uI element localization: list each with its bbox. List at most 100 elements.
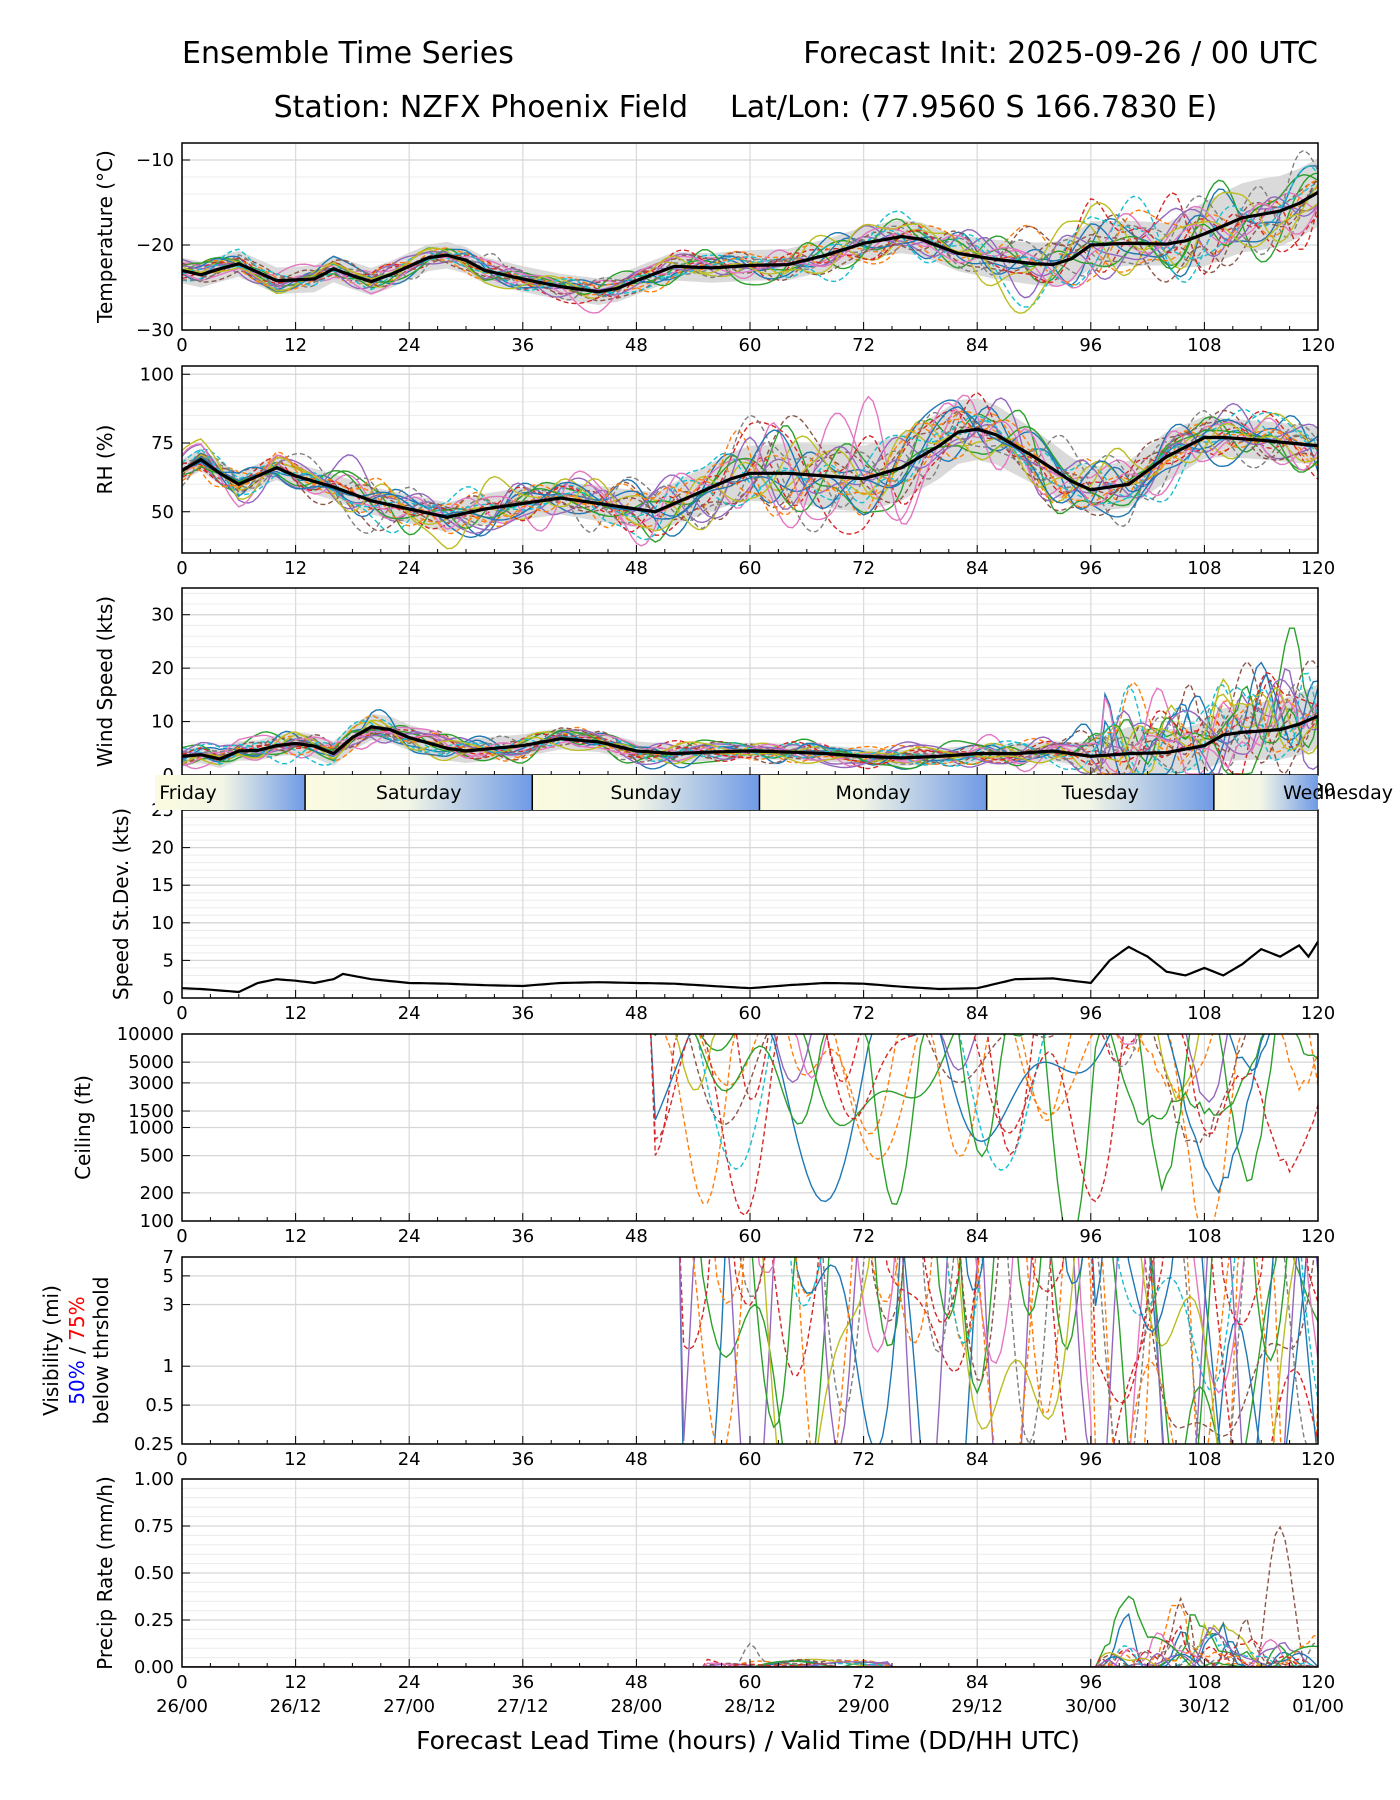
x-tick-label: 36 [511,1449,534,1470]
member-line-ceiling [653,1034,1276,1221]
member-line-rh [182,409,1318,533]
day-segment [532,775,760,810]
x-tick-label: 96 [1079,1672,1102,1693]
day-label: Monday [836,782,911,804]
y-axis-label-rh: RH (%) [93,425,117,495]
x-tick-label: 24 [398,335,421,356]
y-tick-label-ceiling: 10000 [117,1024,174,1045]
x-tick-label: 48 [625,1672,648,1693]
y-tick-label-precip: 0.50 [134,1563,174,1584]
x-tick-label: 36 [511,1003,534,1024]
mean-line-rh [182,427,1318,519]
y-tick-label-visibility: 1 [163,1356,174,1377]
member-line-wind [182,671,1318,775]
x-tick-label: 36 [511,335,534,356]
x-tick-label: 108 [1187,1449,1221,1470]
y-tick-label-temperature: −30 [136,320,174,341]
member-line-rh [182,406,1318,537]
x-tick-label: 24 [398,1226,421,1247]
member-line-visibility [795,1257,1317,1444]
day-label: Friday [159,782,217,804]
x-tick-label: 120 [1301,335,1335,356]
member-line-rh [182,402,1318,529]
member-line-visibility [733,1257,1318,1404]
x-tick-label: 120 [1301,1672,1335,1693]
valid-time-label: 27/00 [383,1696,435,1717]
member-line-rh [182,422,1318,550]
y-tick-label-visibility: 3 [163,1295,174,1316]
x-tick-label: 96 [1079,335,1102,356]
member-line-temperature [182,185,1318,296]
day-segment [986,775,1214,810]
x-tick-label: 72 [852,1672,875,1693]
y-tick-label-visibility: 0.5 [145,1395,174,1416]
member-line-wind [182,692,1318,765]
y-axis-label-visibility: Visibility (mi) [39,1285,63,1416]
day-label: Sunday [610,782,681,804]
x-tick-label: 84 [966,1226,989,1247]
member-line-ceiling [650,1034,1138,1156]
y-axis-label-wind: Wind Speed (kts) [93,596,117,767]
y-tick-label-ceiling: 3000 [128,1073,174,1094]
x-tick-label: 96 [1079,558,1102,579]
day-bar: Friday Saturday Sunday Monday Tuesday Wednesd… [155,775,1393,810]
x-tick-label: 60 [739,558,762,579]
y-tick-label-precip: 0.25 [134,1610,174,1631]
x-tick-label: 120 [1301,558,1335,579]
x-axis-label: Forecast Lead Time (hours) / Valid Time … [416,1726,1080,1755]
day-label: Tuesday [1061,782,1139,804]
x-tick-label: 120 [1301,1449,1335,1470]
y-axis-label-temperature: Temperature (°C) [93,150,117,324]
plot-area-stdev [182,941,1318,994]
member-line-precip [182,1612,1318,1667]
x-tick-label: 96 [1079,1003,1102,1024]
valid-time-label: 28/12 [724,1696,776,1717]
x-tick-label: 60 [739,1226,762,1247]
y-tick-label-temperature: −20 [136,235,174,256]
y-tick-label-precip: 0.00 [134,1657,174,1678]
member-line-wind [182,679,1318,770]
x-tick-label: 48 [625,1003,648,1024]
x-tick-label: 48 [625,558,648,579]
member-line-temperature [182,192,1318,295]
y-tick-label-stdev: 5 [163,950,174,971]
member-line-rh [182,423,1318,535]
day-label: Saturday [376,782,462,804]
x-tick-label: 72 [852,1226,875,1247]
y-tick-label-ceiling: 1500 [128,1101,174,1122]
member-line-rh [182,409,1318,521]
valid-time-labels: 26/00 26/12 27/00 27/12 28/00 28/12 29/00 29/12… [156,1696,1344,1717]
y-axis-label-ceiling: Ceiling (ft) [71,1075,95,1180]
member-line-rh [182,409,1318,532]
y-tick-label-ceiling: 500 [140,1146,174,1167]
x-tick-label: 60 [739,1672,762,1693]
panel-precip: 0 12 24 36 48 60 72 84 96 108 120 0.00 0.25 0.50 0.75 1… [93,1469,1335,1693]
member-line-temperature [182,202,1318,314]
y-tick-label-visibility: 0.25 [134,1434,174,1455]
member-line-rh [182,409,1318,535]
x-tick-label: 72 [852,335,875,356]
valid-time-label: 29/00 [838,1696,890,1717]
member-line-precip [182,1640,1318,1667]
x-tick-label: 0 [176,1449,187,1470]
x-tick-label: 72 [852,558,875,579]
x-tick-label: 48 [625,1449,648,1470]
member-line-rh [182,425,1318,520]
member-line-precip [182,1595,1318,1667]
panel-visibility: 0 12 24 36 48 60 72 84 96 108 120 0.25 0.5 1 3 57 Visibi… [39,1247,1335,1470]
y-axis-label-percent: 50% / 75% [65,1296,89,1404]
member-line-temperature [182,149,1318,298]
y-tick-label-wind: 10 [151,712,174,733]
mean-line-stdev [182,941,1318,994]
y-tick-label-temperature: −10 [136,150,174,171]
member-line-precip [182,1621,1318,1667]
x-tick-label: 48 [625,1226,648,1247]
y-tick-label-precip: 0.75 [134,1516,174,1537]
member-line-ceiling [664,1034,1318,1221]
panel-wind: 012243648607284961081200102030Wind Speed… [93,587,1335,801]
x-tick-label: 60 [739,335,762,356]
day-segment [155,775,306,810]
station-latlon: Lat/Lon: (77.9560 S 166.7830 E) [730,90,1217,125]
x-tick-label: 12 [284,1449,307,1470]
